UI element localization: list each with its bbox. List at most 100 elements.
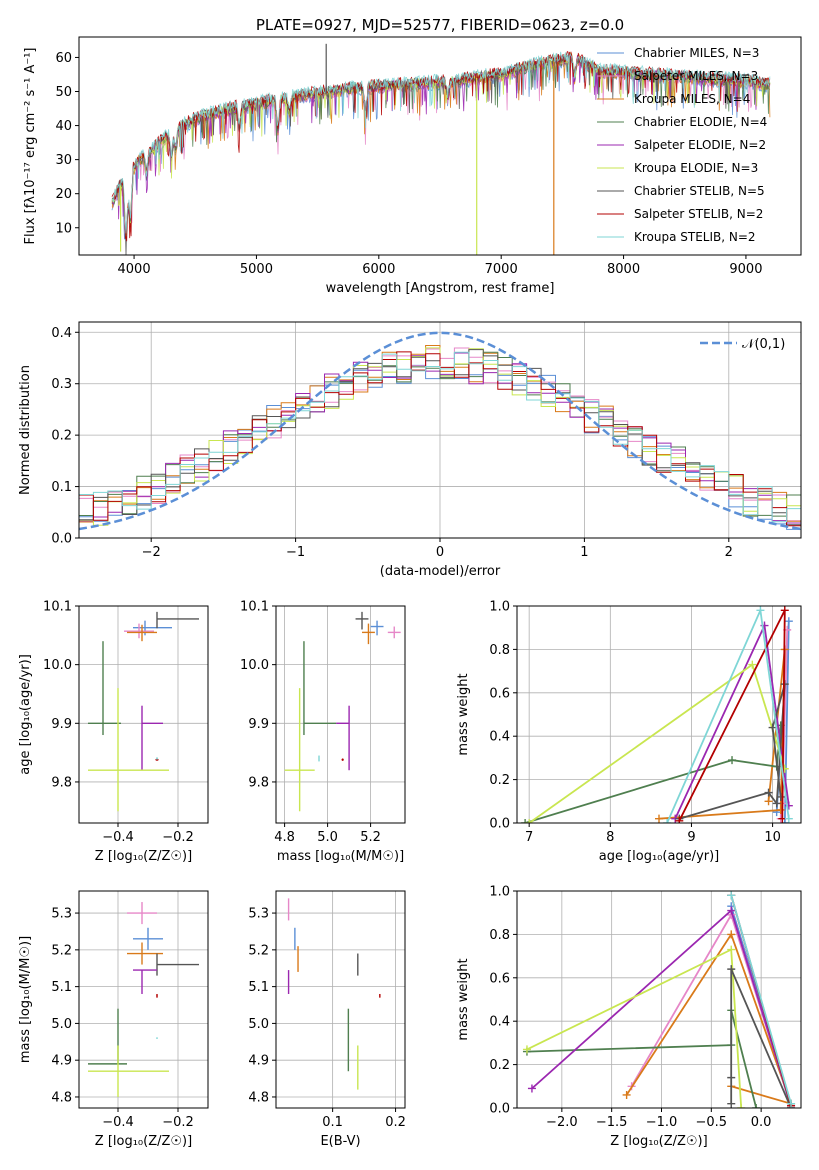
weight-marker (727, 965, 736, 974)
legend-entry: Salpeter ELODIE, N=2 (634, 138, 766, 152)
legend-entry: Kroupa ELODIE, N=3 (634, 161, 758, 175)
y-tick-label: 10 (55, 221, 72, 236)
gaussian-curve (79, 331, 801, 531)
plot-area (88, 902, 199, 1097)
x-axis-label: Z [log₁₀(Z/Z☉)] (610, 1134, 707, 1149)
axes-frame (78, 36, 802, 256)
x-axis-label: wavelength [Angstrom, rest frame] (326, 281, 555, 296)
y-tick-label: 4.8 (51, 1090, 72, 1105)
y-tick-label: 0.4 (489, 730, 510, 745)
y-tick-label: 0.0 (489, 817, 510, 832)
weight-line (674, 622, 790, 820)
spectrum-series-line (111, 51, 771, 242)
y-tick-label: 4.8 (248, 1090, 269, 1105)
legend-entry: Salpeter STELIB, N=2 (634, 207, 763, 221)
weight-marker (522, 1045, 531, 1054)
weight-marker (622, 1090, 631, 1099)
y-axis-label: Flux [fλ10⁻¹⁷ erg cm⁻² s⁻¹ A⁻¹] (23, 48, 38, 245)
weight-marker (784, 617, 793, 626)
y-tick-label: 10.0 (43, 658, 72, 673)
plot-area (284, 611, 401, 812)
y-tick-label: 60 (55, 51, 72, 66)
x-tick-label: 2 (725, 545, 733, 560)
y-tick-label: 10.1 (240, 600, 269, 615)
weight-marker (527, 1084, 536, 1093)
weight-marker (748, 660, 757, 669)
plot-area (522, 891, 796, 1108)
chart-residuals: −2 −1 0 1 2 0.0 0.1 0.2 0.3 0.4 (data-model)/error… (18, 321, 802, 579)
x-tick-label: 7 (525, 830, 533, 845)
y-tick-label: 10.0 (240, 658, 269, 673)
y-tick-label: 1.0 (489, 600, 510, 615)
y-axis-label: age [log₁₀(age/yr)] (18, 654, 33, 775)
axes-frame (78, 605, 209, 824)
axes-frame (516, 605, 802, 824)
y-tick-label: 0.2 (51, 429, 72, 444)
y-tick-label: 0.4 (51, 326, 72, 341)
y-tick-label: 1.0 (489, 885, 510, 900)
y-tick-label: 4.9 (51, 1054, 72, 1069)
legend-entry: 𝒩(0,1) (742, 337, 785, 352)
x-tick-label: −0.4 (102, 1115, 134, 1130)
plot-area (111, 43, 771, 255)
y-tick-label: 0.0 (51, 532, 72, 547)
weight-marker (780, 819, 789, 823)
chart-age_vs_Z: −0.4 −0.2 9.8 9.9 10.0 10.1 Z [log₁₀(Z/Z☉)] age… (18, 600, 209, 864)
legend-entry: Chabrier STELIB, N=5 (634, 184, 765, 198)
x-tick-label: 5000 (240, 262, 273, 277)
x-tick-label: −1.5 (596, 1115, 628, 1130)
legend-entry: Chabrier ELODIE, N=4 (634, 115, 767, 129)
x-axis-label: age [log₁₀(age/yr)] (599, 849, 720, 864)
weight-marker (787, 1099, 796, 1108)
weight-line (730, 895, 792, 1104)
legend-entry: Kroupa MILES, N=4 (634, 92, 750, 106)
y-tick-label: 5.3 (51, 907, 72, 922)
weight-marker (525, 819, 534, 823)
weight-marker (780, 606, 789, 615)
legend: 𝒩(0,1) (700, 337, 785, 352)
x-tick-label: 0.2 (385, 1115, 406, 1130)
chart-age_vs_mass: 4.8 5.0 5.2 9.8 9.9 10.0 10.1 mass [log₁₀(M/M☉)… (240, 600, 406, 864)
weight-marker (655, 814, 663, 823)
weight-line (730, 968, 792, 1108)
y-tick-label: 10.1 (43, 600, 72, 615)
x-tick-label: 9 (687, 830, 695, 845)
y-tick-label: 5.1 (248, 980, 269, 995)
plot-area (79, 331, 801, 531)
axes-frame (78, 890, 209, 1109)
x-tick-label: 4000 (118, 262, 151, 277)
weight-line (524, 725, 782, 823)
x-tick-label: −0.5 (696, 1115, 728, 1130)
weight-marker (728, 756, 737, 765)
x-axis-label: (data-model)/error (380, 564, 501, 579)
chart-weight_vs_Z: −2.0 −1.5 −1.0 −0.5 0.0 0.0 0.2 0.4 0.6 0.8 1.0 Z [… (456, 885, 802, 1149)
y-axis-label: Normed distribution (18, 365, 33, 495)
weight-marker (764, 788, 773, 797)
weight-marker (737, 1104, 746, 1108)
y-tick-label: 0.6 (489, 971, 510, 986)
y-tick-label: 9.9 (51, 717, 72, 732)
y-tick-label: 5.2 (51, 943, 72, 958)
y-tick-label: 0.8 (489, 643, 510, 658)
weight-marker (727, 945, 736, 954)
x-tick-label: 8 (606, 830, 614, 845)
x-tick-label: −1.0 (646, 1115, 678, 1130)
y-tick-label: 0.1 (51, 480, 72, 495)
x-tick-label: −2.0 (546, 1115, 578, 1130)
histogram-step (79, 351, 801, 523)
x-tick-label: 0 (436, 545, 444, 560)
y-tick-label: 5.0 (248, 1017, 269, 1032)
weight-line (666, 607, 790, 823)
x-tick-label: −1 (286, 545, 305, 560)
x-tick-label: 0.1 (322, 1115, 343, 1130)
x-tick-label: 10 (764, 830, 781, 845)
legend-entry: Chabrier MILES, N=3 (634, 46, 759, 60)
y-tick-label: 5.3 (248, 907, 269, 922)
y-tick-label: 0.2 (489, 773, 510, 788)
y-tick-label: 30 (55, 153, 72, 168)
x-axis-label: mass [log₁₀(M/M☉)] (277, 849, 404, 864)
y-tick-label: 9.8 (51, 775, 72, 790)
x-tick-label: 1 (580, 545, 588, 560)
x-tick-label: 6000 (362, 262, 395, 277)
y-axis-label: mass weight (456, 673, 471, 755)
